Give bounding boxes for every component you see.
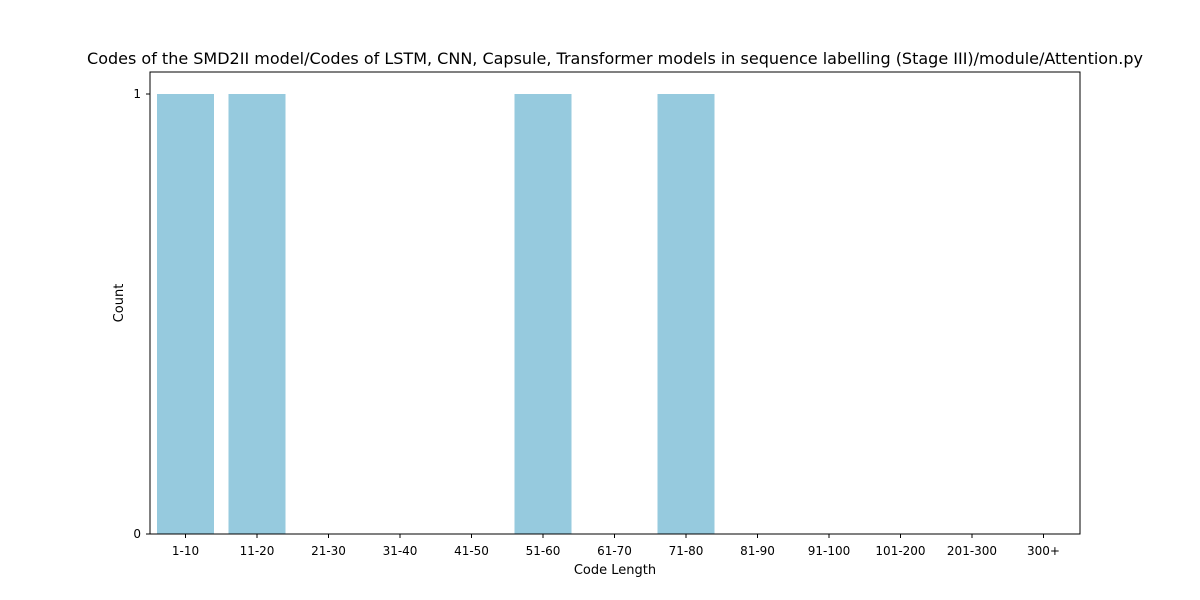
y-tick-label: 0 (133, 527, 141, 541)
x-tick-label: 71-80 (669, 544, 704, 558)
x-tick-label: 11-20 (240, 544, 275, 558)
bar-51-60 (514, 94, 572, 534)
ticks-group: 1-10 11-20 21-30 31-40 41-50 51-60 61-70 71-80 8… (133, 87, 1060, 558)
y-tick-label: 1 (133, 87, 141, 101)
plot-frame (149, 71, 1081, 535)
chart-title: Codes of the SMD2II model/Codes of LSTM,… (87, 49, 1143, 68)
x-tick-label: 101-200 (875, 544, 925, 558)
x-tick-label: 31-40 (383, 544, 418, 558)
x-tick-label: 21-30 (311, 544, 346, 558)
x-tick-label: 91-100 (808, 544, 851, 558)
x-tick-label: 51-60 (526, 544, 561, 558)
bars-group (157, 94, 715, 534)
x-tick-label: 41-50 (454, 544, 489, 558)
x-tick-label: 1-10 (172, 544, 199, 558)
bar-1-10 (157, 94, 214, 534)
x-tick-label: 201-300 (947, 544, 997, 558)
x-tick-label: 300+ (1027, 544, 1060, 558)
bar-11-20 (228, 94, 286, 534)
x-tick-label: 81-90 (740, 544, 775, 558)
x-tick-label: 61-70 (597, 544, 632, 558)
y-axis-label: Count (112, 284, 127, 323)
x-axis-label: Code Length (574, 563, 656, 578)
bar-71-80 (657, 94, 715, 534)
